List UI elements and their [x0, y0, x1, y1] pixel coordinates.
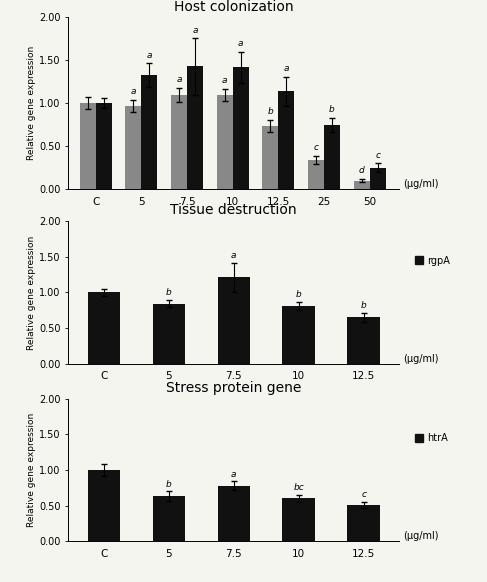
Y-axis label: Relative gene expression: Relative gene expression	[27, 235, 36, 350]
Bar	[324, 125, 340, 189]
Text: b: b	[329, 105, 335, 115]
Text: a: a	[238, 40, 244, 48]
Title: Host colonization: Host colonization	[174, 0, 294, 13]
Text: a: a	[192, 26, 198, 35]
Legend: htrA: htrA	[411, 429, 452, 447]
Bar	[125, 106, 141, 189]
Bar	[217, 95, 233, 189]
Text: a: a	[231, 470, 237, 478]
Bar	[218, 278, 250, 364]
Text: b: b	[361, 301, 367, 310]
Y-axis label: Relative gene expression: Relative gene expression	[27, 46, 36, 161]
Text: (μg/ml): (μg/ml)	[403, 531, 438, 541]
Text: b: b	[296, 290, 301, 299]
Legend: rgpA: rgpA	[411, 251, 454, 269]
Bar	[79, 104, 95, 189]
Text: c: c	[314, 143, 318, 152]
Bar	[88, 470, 120, 541]
Bar	[308, 160, 324, 189]
Text: a: a	[176, 76, 182, 84]
Y-axis label: Relative gene expression: Relative gene expression	[27, 413, 36, 527]
Bar	[233, 68, 248, 189]
Text: (μg/ml): (μg/ml)	[403, 354, 438, 364]
Bar	[141, 75, 157, 189]
Bar	[370, 168, 386, 189]
Text: b: b	[166, 480, 172, 488]
Text: b: b	[166, 289, 172, 297]
Bar	[88, 293, 120, 364]
Bar	[354, 180, 370, 189]
Bar	[262, 126, 278, 189]
Text: bc: bc	[293, 483, 304, 492]
Title: Tissue destruction: Tissue destruction	[170, 203, 297, 217]
Text: b: b	[267, 107, 273, 116]
Text: c: c	[361, 490, 366, 499]
Bar	[171, 95, 187, 189]
Title: Stress protein gene: Stress protein gene	[166, 381, 301, 395]
Bar	[95, 104, 112, 189]
Text: a: a	[231, 251, 237, 260]
Bar	[218, 485, 250, 541]
Bar	[347, 505, 380, 541]
Text: c: c	[375, 151, 380, 160]
Text: a: a	[147, 51, 152, 59]
Bar	[347, 317, 380, 364]
Bar	[282, 498, 315, 541]
Bar	[278, 91, 294, 189]
Bar	[152, 304, 185, 364]
Bar	[282, 306, 315, 364]
Text: a: a	[222, 76, 227, 86]
Text: d: d	[359, 166, 365, 175]
Text: a: a	[131, 87, 136, 97]
Text: a: a	[283, 64, 289, 73]
Bar	[187, 66, 203, 189]
Bar	[152, 496, 185, 541]
Legend: fimA, hagA: fimA, hagA	[149, 225, 239, 243]
Text: (μg/ml): (μg/ml)	[403, 179, 438, 189]
